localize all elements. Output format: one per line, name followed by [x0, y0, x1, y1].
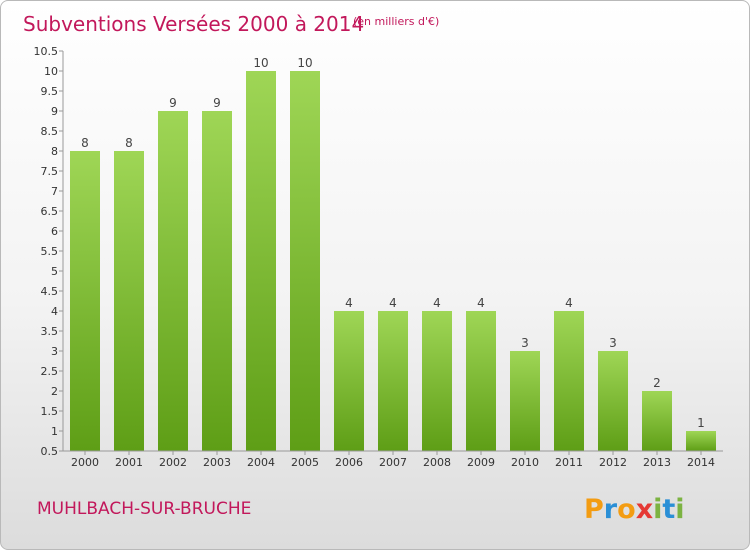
bar-2011 [554, 311, 584, 451]
y-tick-label: 6.5 [41, 205, 59, 218]
bar-2014 [686, 431, 716, 451]
bar-2005 [290, 71, 320, 451]
x-tick-label: 2014 [687, 456, 715, 469]
bar-value-label: 2 [653, 376, 661, 390]
logo-letter: i [653, 494, 662, 525]
x-tick-label: 2008 [423, 456, 451, 469]
bar-value-label: 10 [297, 56, 312, 70]
bar-2004 [246, 71, 276, 451]
y-tick-label: 7.5 [41, 165, 59, 178]
x-tick-label: 2004 [247, 456, 275, 469]
y-tick-label: 2 [51, 385, 58, 398]
x-tick-label: 2009 [467, 456, 495, 469]
y-tick-label: 9.5 [41, 85, 59, 98]
bar-value-label: 4 [477, 296, 485, 310]
bar-2009 [466, 311, 496, 451]
bar-value-label: 3 [609, 336, 617, 350]
bar-value-label: 4 [389, 296, 397, 310]
x-tick-label: 2013 [643, 456, 671, 469]
bar-2012 [598, 351, 628, 451]
x-tick-label: 2002 [159, 456, 187, 469]
logo-letter: i [675, 494, 684, 525]
chart-subtitle: (en milliers d'€) [353, 15, 439, 28]
y-tick-label: 1 [51, 425, 58, 438]
x-axis: 2000 2001 2002 2003 2004 2005 2006 2007 2008 2009… [63, 450, 723, 469]
y-tick-label: 3.5 [41, 325, 59, 338]
bar-value-label: 8 [125, 136, 133, 150]
bar-value-label: 8 [81, 136, 89, 150]
bar-2013 [642, 391, 672, 451]
bar-value-label: 9 [213, 96, 221, 110]
x-tick-label: 2000 [71, 456, 99, 469]
bar-2000 [70, 151, 100, 451]
x-tick-label: 2005 [291, 456, 319, 469]
bar-value-label: 9 [169, 96, 177, 110]
y-tick-label: 7 [51, 185, 58, 198]
y-tick-label: 10 [44, 65, 58, 78]
y-tick-label: 2.5 [41, 365, 59, 378]
x-tick-label: 2010 [511, 456, 539, 469]
x-tick-label: 2011 [555, 456, 583, 469]
bar-value-label: 4 [345, 296, 353, 310]
x-tick-label: 2006 [335, 456, 363, 469]
bar-value-label: 1 [697, 416, 705, 430]
bar-2001 [114, 151, 144, 451]
x-tick-label: 2012 [599, 456, 627, 469]
y-tick-label: 10.5 [34, 45, 59, 58]
y-tick-label: 3 [51, 345, 58, 358]
y-tick-label: 8 [51, 145, 58, 158]
y-axis: 0.5 1 1.5 2 2.5 3 3.5 4 4.5 5 5.5 6 6.5 7 7.5 8 8.5 9 9.5 1… [34, 45, 64, 458]
y-tick-label: 0.5 [41, 445, 59, 458]
logo-letter: t [662, 494, 675, 525]
y-tick-label: 1.5 [41, 405, 59, 418]
y-tick-label: 6 [51, 225, 58, 238]
bar-value-label: 3 [521, 336, 529, 350]
y-tick-label: 4 [51, 305, 58, 318]
bar-value-label: 4 [565, 296, 573, 310]
bar-2007 [378, 311, 408, 451]
x-tick-label: 2003 [203, 456, 231, 469]
logo-letter: x [636, 494, 653, 525]
bar-2003 [202, 111, 232, 451]
bar-value-label: 4 [433, 296, 441, 310]
bar-value-label: 10 [253, 56, 268, 70]
bar-2006 [334, 311, 364, 451]
y-tick-label: 8.5 [41, 125, 59, 138]
y-tick-label: 9 [51, 105, 58, 118]
logo-letter: P [584, 494, 604, 525]
commune-name: MUHLBACH-SUR-BRUCHE [37, 499, 251, 519]
bars: 8 8 9 9 10 10 4 4 4 4 3 4 3 2 1 [70, 56, 716, 451]
logo-letter: r [604, 494, 618, 525]
bar-2010 [510, 351, 540, 451]
y-tick-label: 5 [51, 265, 58, 278]
y-tick-label: 5.5 [41, 245, 59, 258]
x-tick-label: 2001 [115, 456, 143, 469]
x-tick-label: 2007 [379, 456, 407, 469]
proxiti-logo: Proxiti [584, 494, 685, 525]
bar-2008 [422, 311, 452, 451]
chart-title: Subventions Versées 2000 à 2014 [23, 12, 364, 36]
logo-letter: o [617, 494, 636, 525]
y-tick-label: 4.5 [41, 285, 59, 298]
bar-2002 [158, 111, 188, 451]
